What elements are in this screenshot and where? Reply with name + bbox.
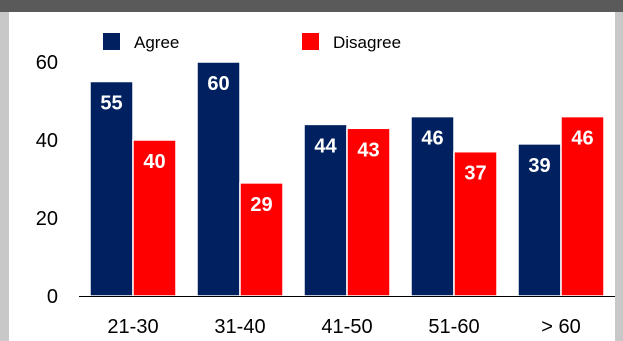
bar-disagree-5 (560, 115, 605, 297)
legend: Agree Disagree (103, 33, 401, 52)
right-border (615, 12, 623, 341)
x-tick-label: 51-60 (428, 316, 479, 338)
y-tick-label: 0 (47, 286, 58, 308)
data-label-disagree-1: 40 (143, 151, 165, 173)
x-axis: 21-30 31-40 41-50 51-60 > 60 (79, 296, 615, 338)
bars: 55 40 60 29 44 43 46 37 39 46 (89, 61, 605, 297)
y-tick-label: 40 (36, 130, 58, 152)
data-label-disagree-2: 29 (250, 194, 272, 216)
data-label-agree-4: 46 (421, 128, 443, 150)
data-label-disagree-4: 37 (464, 163, 486, 185)
data-label-agree-1: 55 (100, 93, 122, 115)
legend-label-agree: Agree (134, 33, 179, 52)
bar-agree-5 (517, 143, 562, 297)
data-label-disagree-5: 46 (571, 128, 593, 150)
data-label-agree-2: 60 (207, 73, 229, 95)
left-border (0, 12, 9, 341)
x-tick-label: > 60 (541, 316, 580, 338)
legend-swatch-disagree (302, 33, 319, 50)
bar-disagree-4 (453, 150, 498, 297)
x-tick-label: 41-50 (321, 316, 372, 338)
data-label-disagree-3: 43 (357, 139, 379, 161)
y-tick-label: 20 (36, 208, 58, 230)
x-tick-label: 31-40 (214, 316, 265, 338)
data-label-agree-5: 39 (528, 155, 550, 177)
legend-swatch-agree (103, 33, 120, 50)
bar-agree-1 (89, 80, 134, 297)
y-tick-label: 60 (36, 52, 58, 74)
x-tick-label: 21-30 (107, 316, 158, 338)
y-axis: 0 20 40 60 (36, 52, 58, 308)
header-bar (0, 0, 623, 12)
data-label-agree-3: 44 (314, 135, 337, 157)
legend-label-disagree: Disagree (333, 33, 401, 52)
bar-disagree-3 (346, 127, 391, 297)
bar-agree-2 (196, 61, 241, 297)
